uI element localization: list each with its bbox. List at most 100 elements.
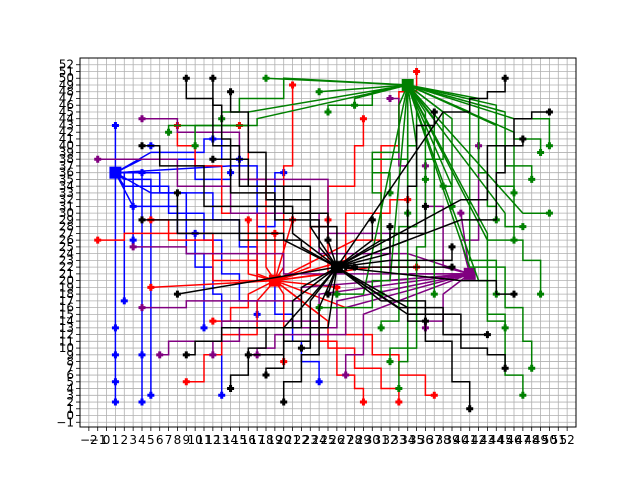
x-tick-label: 27	[338, 433, 353, 447]
y-tick-label: −1	[56, 415, 74, 429]
series-line	[390, 97, 470, 275]
y-tick-label: 43	[59, 118, 74, 132]
x-tick-label: −2	[80, 433, 98, 447]
y-tick-label: 4	[66, 382, 74, 396]
data-point	[138, 115, 146, 123]
series-line	[336, 266, 426, 322]
series-line	[274, 219, 294, 281]
x-tick-label: 31	[374, 433, 389, 447]
data-point	[209, 74, 217, 82]
data-point	[244, 351, 252, 359]
data-point	[368, 216, 376, 224]
series-group	[109, 121, 323, 406]
x-tick-label: 44	[489, 433, 504, 447]
x-tick-label: 46	[506, 433, 521, 447]
x-tick-label: 16	[241, 433, 256, 447]
series-line	[398, 84, 418, 389]
data-point	[430, 290, 438, 298]
series-line	[194, 84, 408, 146]
series-layer	[94, 67, 553, 413]
y-tick-label: 20	[59, 274, 74, 288]
y-tick-label: 37	[59, 159, 74, 173]
data-point	[262, 74, 270, 82]
y-tick-label: 31	[59, 199, 74, 213]
data-point	[262, 371, 270, 379]
y-tick-label: 19	[59, 280, 74, 294]
y-tick-label: 3	[66, 388, 74, 402]
data-point	[173, 290, 181, 298]
data-point	[182, 351, 190, 359]
y-tick-label: 15	[59, 307, 74, 321]
data-point	[395, 398, 403, 406]
series-line	[142, 144, 338, 268]
series-line	[274, 85, 294, 282]
x-tick-label: 23	[303, 433, 318, 447]
series-line	[142, 219, 338, 268]
series-line	[185, 78, 338, 268]
x-tick-label: 33	[391, 433, 406, 447]
x-tick-label: 1	[112, 433, 120, 447]
x-tick-label: 47	[515, 433, 530, 447]
series-line	[336, 219, 374, 268]
x-tick-label: 28	[347, 433, 362, 447]
x-tick-label: 6	[156, 433, 164, 447]
x-tick-label: 50	[542, 433, 557, 447]
x-tick-label: 32	[382, 433, 397, 447]
y-tick-label: 16	[59, 301, 74, 315]
x-tick-label: 48	[524, 433, 539, 447]
y-tick-label: 49	[59, 78, 74, 92]
hub-point	[401, 78, 414, 91]
data-point	[519, 391, 527, 399]
y-tick-label: 45	[59, 105, 74, 119]
series-line	[212, 78, 338, 268]
hub-point	[330, 261, 343, 274]
data-point	[483, 331, 491, 339]
y-tick-label: 11	[59, 334, 74, 348]
series-line	[186, 266, 338, 356]
data-point	[324, 108, 332, 116]
series-line	[407, 84, 453, 207]
data-point	[359, 115, 367, 123]
y-tick-label: 22	[59, 260, 74, 274]
data-point	[501, 324, 509, 332]
y-tick-label: 52	[59, 58, 74, 72]
y-tick-label: 32	[59, 193, 74, 207]
x-tick-label: 45	[498, 433, 513, 447]
data-point	[545, 209, 553, 217]
series-line	[389, 84, 427, 362]
x-tick-label: 22	[294, 433, 309, 447]
hub-point	[463, 267, 476, 280]
x-tick-label: 2	[120, 433, 128, 447]
y-tick-label: 9	[66, 348, 74, 362]
series-line	[186, 280, 276, 383]
data-point	[111, 398, 119, 406]
y-tick-label: 25	[59, 240, 74, 254]
data-point	[147, 283, 155, 291]
series-line	[319, 84, 409, 309]
data-point	[315, 88, 323, 96]
y-tick-label: 0	[66, 409, 74, 423]
data-point	[138, 216, 146, 224]
x-tick-label: 39	[444, 433, 459, 447]
x-tick-label: 21	[285, 433, 300, 447]
data-point	[537, 290, 545, 298]
data-point	[227, 385, 235, 393]
x-tick-label: 12	[205, 433, 220, 447]
x-tick-label: 18	[258, 433, 273, 447]
y-tick-label: 13	[59, 321, 74, 335]
y-tick-label: 21	[59, 267, 74, 281]
y-tick-label: 17	[59, 294, 74, 308]
x-tick-label: 30	[365, 433, 380, 447]
y-tick-label: 36	[59, 166, 74, 180]
series-line	[336, 266, 506, 369]
x-tick-label: 42	[471, 433, 486, 447]
data-point	[342, 263, 350, 271]
data-point	[218, 391, 226, 399]
data-point	[430, 391, 438, 399]
series-line	[115, 171, 126, 301]
x-tick-label: 40	[453, 433, 468, 447]
x-tick-label: 24	[312, 433, 327, 447]
x-tick-label: 19	[267, 433, 282, 447]
data-point	[545, 142, 553, 150]
y-tick-label: 51	[59, 64, 74, 78]
